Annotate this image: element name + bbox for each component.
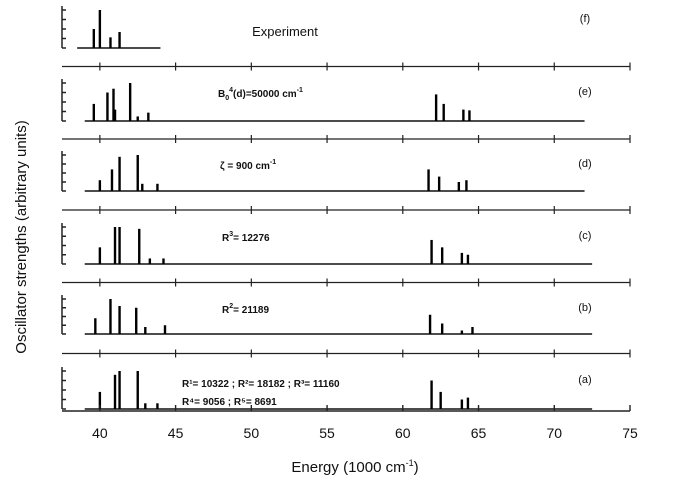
x-tick-label: 75 <box>622 425 638 441</box>
panel-label: (d) <box>578 158 591 170</box>
y-axis-label: Oscillator strengths (arbitrary units) <box>13 120 30 353</box>
panel-label: (c) <box>579 230 592 242</box>
panels-group: (f) Experiment (e) B04(d)=50000 cm-1 (d) ζ = … <box>61 6 631 410</box>
panel-note-line: R⁴= 9056 ; R⁵= 8691 <box>182 397 277 408</box>
panel-note: R3= 12276 <box>222 231 270 244</box>
panel-label: (b) <box>578 302 591 314</box>
panel-note: ζ = 900 cm-1 <box>220 159 276 172</box>
panel-f: (f) Experiment <box>61 6 631 71</box>
panel-d: (d) ζ = 900 cm-1 <box>61 151 631 214</box>
panel-label: (a) <box>578 374 591 386</box>
x-tick-label: 55 <box>319 425 335 441</box>
x-tick-label: 60 <box>395 425 411 441</box>
x-tick-label: 50 <box>244 425 260 441</box>
panel-note-line: R¹= 10322 ; R²= 18182 ; R³= 11160 <box>182 379 340 390</box>
experiment-title: Experiment <box>252 24 318 39</box>
x-tick-label: 70 <box>546 425 562 441</box>
panel-note: R2= 21189 <box>222 303 269 316</box>
panel-b: (b) R2= 21189 <box>61 295 631 358</box>
panel-label: (e) <box>578 86 591 98</box>
panel-note: B04(d)=50000 cm-1 <box>218 87 303 102</box>
panel-a: (a) R¹= 10322 ; R²= 18182 ; R³= 11160 R⁴= … <box>61 367 593 410</box>
x-tick-label: 65 <box>471 425 487 441</box>
x-tick-label: 45 <box>168 425 184 441</box>
panel-c: (c) R3= 12276 <box>61 223 631 287</box>
panel-label: (f) <box>580 13 590 25</box>
x-tick-label: 40 <box>92 425 108 441</box>
panel-e: (e) B04(d)=50000 cm-1 <box>61 79 631 143</box>
x-axis-label: Energy (1000 cm-1) <box>291 458 418 476</box>
x-axis: 40 45 50 55 60 65 70 75 <box>62 405 638 441</box>
